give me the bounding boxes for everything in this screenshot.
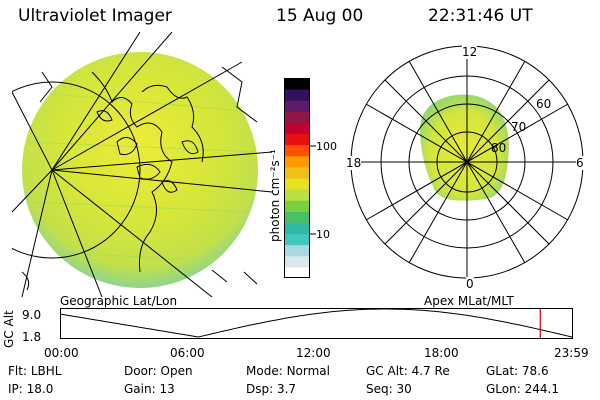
time-tick-1800: 18:00 xyxy=(424,346,459,360)
status-ip: IP: 18.0 xyxy=(8,382,54,396)
status-glat: GLat: 78.6 xyxy=(486,364,549,378)
geographic-label: Geographic Lat/Lon xyxy=(60,294,178,308)
date-label: 15 Aug 00 xyxy=(276,6,364,26)
instrument-title: Ultraviolet Imager xyxy=(18,6,172,26)
auroral-oval xyxy=(419,94,509,201)
mlt-label-12: 12 xyxy=(462,45,478,59)
colorbar-band xyxy=(284,122,310,135)
gc-alt-axis-label: GC Alt xyxy=(2,310,16,348)
status-dsp: Dsp: 3.7 xyxy=(246,382,297,396)
color-scale-bar xyxy=(284,78,310,278)
time-tick-0000: 00:00 xyxy=(44,346,79,360)
status-mode: Mode: Normal xyxy=(246,364,330,378)
colorbar-ticks xyxy=(310,145,316,235)
colorbar-band xyxy=(284,111,310,123)
apex-polar-plot xyxy=(350,45,584,279)
status-gc-alt: GC Alt: 4.7 Re xyxy=(366,364,450,378)
colorbar-tick-10: 10 xyxy=(316,228,330,241)
colorbar-band xyxy=(284,189,310,201)
colorbar-band xyxy=(284,233,310,246)
status-glon: GLon: 244.1 xyxy=(486,382,559,396)
colorbar-band xyxy=(284,200,310,212)
colorbar-band xyxy=(284,155,310,168)
colorbar-band xyxy=(284,222,310,235)
mlt-label-0: 0 xyxy=(466,277,474,291)
mlat-label-60: 60 xyxy=(536,97,552,111)
time-tick-2359: 23:59 xyxy=(554,346,589,360)
altitude-timeline xyxy=(60,308,573,339)
alt-tick-1-8: 1.8 xyxy=(22,330,42,344)
status-door: Door: Open xyxy=(124,364,193,378)
status-gain: Gain: 13 xyxy=(124,382,175,396)
colorbar-unit-label: photon cm⁻²s⁻¹ xyxy=(268,149,282,242)
time-tick-0600: 06:00 xyxy=(170,346,205,360)
alt-tick-9: 9.0 xyxy=(22,308,42,322)
colorbar-band xyxy=(284,100,310,112)
status-seq: Seq: 30 xyxy=(366,382,412,396)
mlat-label-80: 80 xyxy=(491,141,507,155)
status-flt: Flt: LBHL xyxy=(8,364,62,378)
colorbar-band xyxy=(284,244,310,257)
time-label: 22:31:46 UT xyxy=(428,6,533,26)
altitude-curve xyxy=(60,308,573,338)
colorbar-band xyxy=(284,78,310,90)
colorbar-tick-100: 100 xyxy=(316,140,337,153)
time-tick-1200: 12:00 xyxy=(296,346,331,360)
mlt-label-6: 6 xyxy=(576,156,584,170)
apex-label: Apex MLat/MLT xyxy=(424,294,514,308)
geographic-image xyxy=(12,32,272,297)
colorbar-band xyxy=(284,144,310,157)
mlat-label-70: 70 xyxy=(511,120,527,134)
colorbar-band xyxy=(284,266,310,278)
colorbar-band xyxy=(284,89,310,101)
graticule xyxy=(12,32,272,297)
colorbar-band xyxy=(284,166,310,179)
mlt-label-18: 18 xyxy=(346,156,362,170)
coastlines xyxy=(21,66,258,291)
colorbar-band xyxy=(284,211,310,223)
colorbar-band xyxy=(284,133,310,146)
colorbar-band xyxy=(284,255,310,268)
colorbar-band xyxy=(284,178,310,190)
